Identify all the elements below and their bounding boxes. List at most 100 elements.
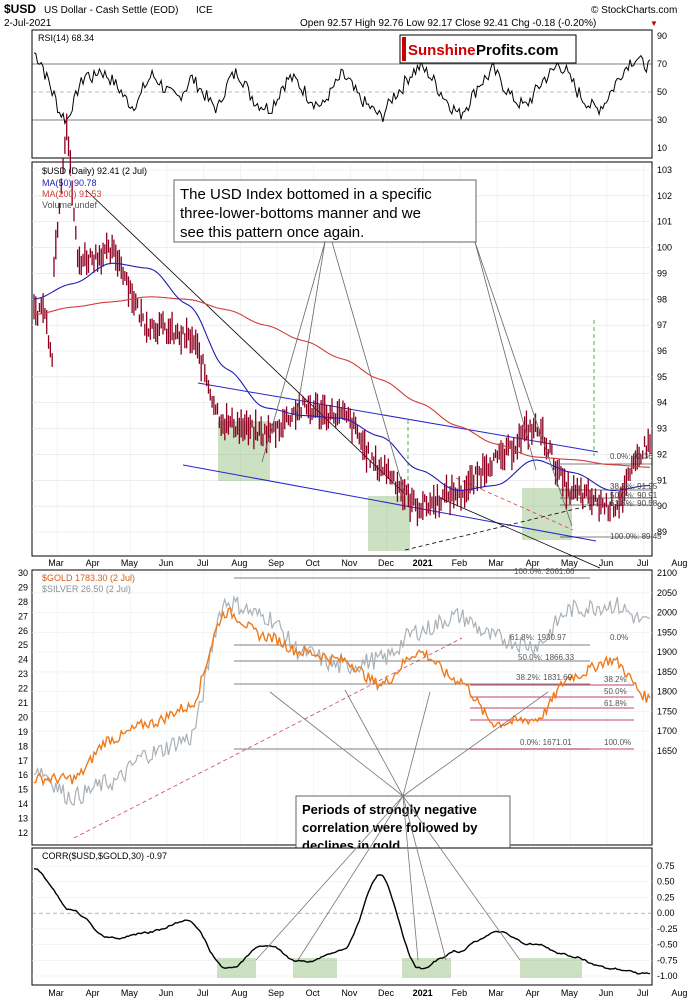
usd-green-zone	[522, 488, 572, 540]
x-tick-label: Nov	[341, 558, 358, 568]
usd-tick-label: 90	[657, 501, 667, 511]
gold-fib-label-2: 100.0%	[604, 738, 631, 747]
rsi-legend: RSI(14) 68.34	[38, 33, 94, 43]
brand-box: Sunshine Profits.com	[399, 34, 577, 64]
gold-callout-pointer	[402, 795, 419, 961]
gold-fib-label-2: 61.8%	[604, 699, 627, 708]
usd-fib-label: 38.2%: 91.25	[610, 482, 658, 491]
usd-callout-pointer	[295, 241, 326, 419]
usd-panel: 103 102 101 100 99 98 97 96 95 94 93 92 91 90 89 $USD …	[31, 113, 672, 569]
corr-tick-label: 0.75	[657, 861, 675, 871]
x-tick-label: Feb	[452, 558, 468, 568]
x-tick-label: Jun	[599, 988, 614, 998]
x-tick-label: Mar	[48, 988, 64, 998]
usd-callout-line3: see this pattern once again.	[180, 224, 364, 241]
gold-fib-label-2: 50.0%	[604, 687, 627, 696]
gold-tick-label: 1950	[657, 627, 677, 637]
usd-green-zone	[218, 421, 270, 481]
usd-callout-pointer	[331, 241, 406, 495]
silver-legend: $SILVER 26.50 (2 Jul)	[42, 584, 131, 594]
silver-tick-label: 24	[18, 655, 28, 665]
corr-tick-label: -0.50	[657, 940, 678, 950]
gold-tick-label: 2000	[657, 608, 677, 618]
usd-green-zone	[368, 496, 410, 551]
silver-tick-label: 30	[18, 568, 28, 578]
usd-fib-label: 61.8%: 90.58	[610, 499, 658, 508]
usd-callout-pointer	[474, 241, 573, 527]
corr-tick-label: -0.75	[657, 955, 678, 965]
x-tick-label: Jun	[159, 988, 174, 998]
gold-fib-label-2: 38.2%	[604, 675, 627, 684]
corr-tick-label: -1.00	[657, 971, 678, 981]
usd-fib-label: 50.0%: 90.91	[610, 491, 658, 500]
x-tick-label: Jun	[159, 558, 174, 568]
corr-panel: 0.75 0.50 0.25 0.00 -0.25 -0.50 -0.75 -1.00 COR…	[31, 847, 678, 986]
x-tick-label: Mar	[488, 988, 504, 998]
x-tick-label: Aug	[231, 988, 247, 998]
callout-pointers	[255, 241, 573, 961]
gold-tick-label: 1800	[657, 687, 677, 697]
x-tick-label: May	[561, 988, 579, 998]
silver-tick-label: 29	[18, 582, 28, 592]
gold-callout-pointer	[402, 691, 431, 797]
gold-fib-label: 50.0%: 1866.33	[518, 653, 575, 662]
usd-lower-trendline	[182, 464, 597, 542]
x-tick-label: Sep	[268, 988, 284, 998]
corr-tick-label: -0.25	[657, 924, 678, 934]
gold-fib-label: 0.0%: 1671.01	[520, 738, 572, 747]
chart-name: US Dollar - Cash Settle (EOD)	[44, 5, 178, 16]
usd-callout-pointer	[474, 241, 537, 471]
corr-line	[33, 868, 651, 975]
usd-legend-ma200: MA(200) 91.53	[42, 189, 102, 199]
x-tick-label: Dec	[378, 988, 395, 998]
gold-tick-label: 2050	[657, 588, 677, 598]
silver-tick-label: 15	[18, 785, 28, 795]
x-tick-label: 2021	[413, 558, 433, 568]
chg-down-icon: ▼	[650, 19, 658, 28]
x-tick-label: Oct	[306, 988, 321, 998]
gold-callout-pointer	[297, 795, 404, 961]
x-tick-label: Feb	[452, 988, 468, 998]
usd-ma200-line	[33, 296, 651, 468]
usd-callout-pointer	[261, 241, 326, 463]
usd-tick-label: 96	[657, 346, 667, 356]
chart-ohlc: Open 92.57 High 92.76 Low 92.17 Close 92…	[300, 18, 596, 29]
gold-panel: 2100205020001950190018501800175017001650…	[18, 567, 677, 859]
usd-callout: The USD Index bottomed in a specific thr…	[173, 179, 477, 243]
x-tick-label: Aug	[671, 988, 687, 998]
usd-tick-label: 102	[657, 191, 672, 201]
usd-rising-support	[404, 503, 597, 551]
usd-legend-ma50: MA(50) 90.78	[42, 178, 97, 188]
silver-tick-label: 18	[18, 741, 28, 751]
gold-fib-label-2: 0.0%	[610, 633, 628, 642]
brand-profits: Profits.com	[476, 42, 559, 59]
usd-tick-label: 91	[657, 475, 667, 485]
silver-tick-label: 13	[18, 814, 28, 824]
rsi-tick-label: 70	[657, 59, 667, 69]
usd-callout-line2: three-lower-bottoms manner and we	[180, 205, 421, 222]
usd-tick-label: 92	[657, 449, 667, 459]
silver-tick-label: 28	[18, 597, 28, 607]
gold-callout-pointer	[402, 795, 521, 961]
usd-tick-label: 101	[657, 217, 672, 227]
gold-tick-label: 1750	[657, 706, 677, 716]
silver-tick-label: 19	[18, 727, 28, 737]
gold-tick-label: 1850	[657, 667, 677, 677]
usd-tick-label: 99	[657, 268, 667, 278]
gold-fib-label: 38.2%: 1831.69	[516, 673, 573, 682]
gold-callout-pointer	[344, 689, 404, 797]
brand-sunshine: Sunshine	[408, 42, 476, 59]
x-tick-label: Mar	[48, 558, 64, 568]
rsi-tick-label: 10	[657, 143, 667, 153]
silver-tick-label: 16	[18, 770, 28, 780]
silver-tick-label: 22	[18, 684, 28, 694]
silver-tick-label: 25	[18, 640, 28, 650]
chart-exchange: ICE	[196, 5, 213, 16]
x-tick-label: Oct	[306, 558, 321, 568]
gold-callout-line2: correlation were followed by	[302, 820, 478, 835]
gold-fib-label: 61.8%: 1930.97	[510, 633, 567, 642]
x-tick-label: Sep	[268, 558, 284, 568]
silver-tick-label: 12	[18, 828, 28, 838]
corr-tick-label: 0.25	[657, 892, 675, 902]
